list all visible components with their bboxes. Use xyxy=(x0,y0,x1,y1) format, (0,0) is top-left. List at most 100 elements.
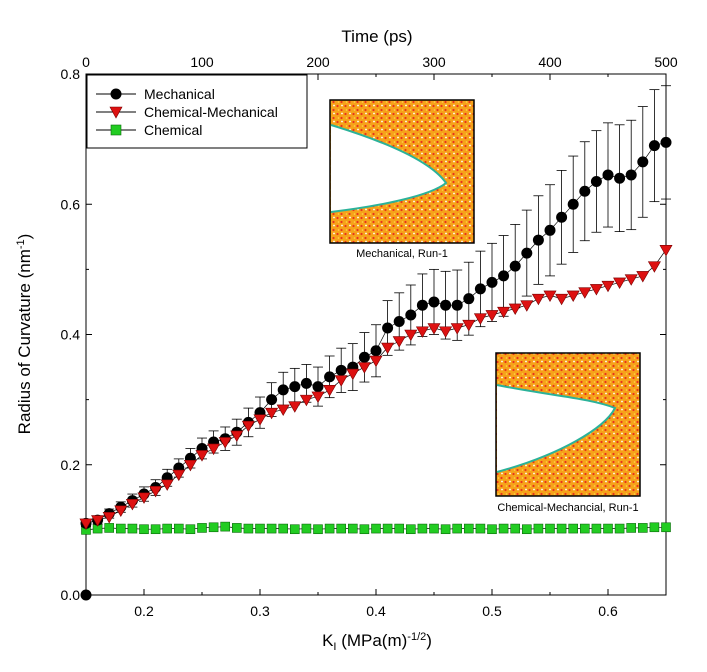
data-point xyxy=(590,175,602,187)
plot-area: 0.0 0.2 0.4 0.6 0.8 0.2 0.3 0.4 0.5 0.6 0 100 200 300… xyxy=(61,54,678,619)
x-tick-label: 0.6 xyxy=(598,603,618,619)
data-point xyxy=(498,270,510,282)
crack-fit-curve xyxy=(330,124,448,213)
data-point xyxy=(452,523,463,534)
data-point xyxy=(311,391,325,403)
data-point xyxy=(382,523,393,534)
top-tick-label: 500 xyxy=(654,54,678,70)
data-point xyxy=(462,319,476,332)
top-tick-label: 100 xyxy=(190,54,214,70)
series-chemical xyxy=(81,521,671,535)
data-point xyxy=(498,523,509,534)
data-point xyxy=(79,518,93,530)
data-point xyxy=(416,299,428,311)
data-point xyxy=(381,342,395,355)
crack-tip-void xyxy=(497,385,615,472)
data-point xyxy=(545,523,555,534)
legend-label: Mechanical xyxy=(144,86,215,102)
data-point xyxy=(313,524,323,535)
crack-tip-void xyxy=(331,125,446,212)
legend-marker-triangle xyxy=(109,106,123,119)
data-point xyxy=(265,407,279,420)
data-point xyxy=(589,284,603,296)
data-point xyxy=(429,523,439,534)
data-point xyxy=(637,523,648,533)
data-point xyxy=(197,523,207,533)
data-point xyxy=(648,140,660,152)
data-point xyxy=(91,515,105,527)
data-point xyxy=(521,247,533,259)
inset-caption: Mechanical, Run-1 xyxy=(356,248,448,260)
data-point xyxy=(417,523,428,534)
data-point xyxy=(278,523,289,534)
data-point xyxy=(473,313,487,325)
data-point xyxy=(487,524,497,535)
data-point xyxy=(451,299,463,311)
data-point xyxy=(508,303,522,316)
data-point xyxy=(347,523,358,534)
data-point xyxy=(160,479,174,491)
data-point xyxy=(624,274,638,286)
data-point xyxy=(102,512,116,524)
data-point xyxy=(660,136,672,148)
legend-marker-circle xyxy=(110,88,122,100)
data-point xyxy=(543,290,557,303)
data-point xyxy=(174,523,184,534)
x-tick-label: 0.4 xyxy=(366,603,386,619)
data-point xyxy=(324,523,335,534)
data-point xyxy=(486,276,498,288)
data-point xyxy=(614,523,625,534)
data-point xyxy=(300,377,312,389)
x-tick-label: 0.3 xyxy=(250,603,270,619)
data-point xyxy=(647,261,661,273)
data-point xyxy=(440,299,452,311)
data-point xyxy=(218,437,232,449)
data-point xyxy=(266,523,277,534)
data-point xyxy=(172,469,186,482)
data-point xyxy=(359,524,370,535)
data-point xyxy=(510,523,521,534)
y-tick-label: 0.4 xyxy=(61,327,81,343)
data-point xyxy=(626,523,637,533)
data-point xyxy=(277,384,289,396)
data-point xyxy=(625,169,637,181)
data-point xyxy=(116,523,126,534)
data-point xyxy=(104,523,114,533)
legend-item-chemical: Chemical xyxy=(96,122,202,138)
data-point xyxy=(613,277,627,290)
data-point xyxy=(637,156,649,168)
data-point xyxy=(149,486,163,498)
data-point xyxy=(556,523,567,534)
data-point xyxy=(568,523,579,534)
data-point xyxy=(579,523,590,534)
y-tick-label: 0.6 xyxy=(61,196,81,212)
data-point xyxy=(450,323,464,335)
inset-mechanical: Mechanical, Run-1 xyxy=(329,99,475,260)
top-tick-label: 400 xyxy=(538,54,562,70)
legend: Mechanical Chemical-Mechanical Chemical xyxy=(86,74,308,149)
data-point xyxy=(392,336,406,348)
data-point xyxy=(253,414,267,426)
data-point xyxy=(602,169,614,181)
series-mechanical xyxy=(80,85,672,529)
data-point xyxy=(220,521,230,532)
data-point xyxy=(531,293,545,306)
data-point xyxy=(463,293,475,305)
data-point xyxy=(255,523,265,534)
x-axis-title: KI (MPa(m)-1/2) xyxy=(322,631,432,653)
data-point xyxy=(266,394,278,406)
data-point xyxy=(579,185,591,197)
data-point xyxy=(566,290,580,303)
data-point xyxy=(369,355,383,368)
data-point xyxy=(649,522,660,533)
data-point xyxy=(370,345,382,357)
data-point xyxy=(312,381,324,393)
data-point xyxy=(139,524,149,535)
data-point xyxy=(567,198,579,210)
data-point xyxy=(591,523,602,534)
data-point xyxy=(544,224,556,236)
legend-label: Chemical-Mechanical xyxy=(144,104,278,120)
data-point xyxy=(474,283,486,295)
data-point xyxy=(162,523,172,534)
data-point xyxy=(415,326,429,338)
